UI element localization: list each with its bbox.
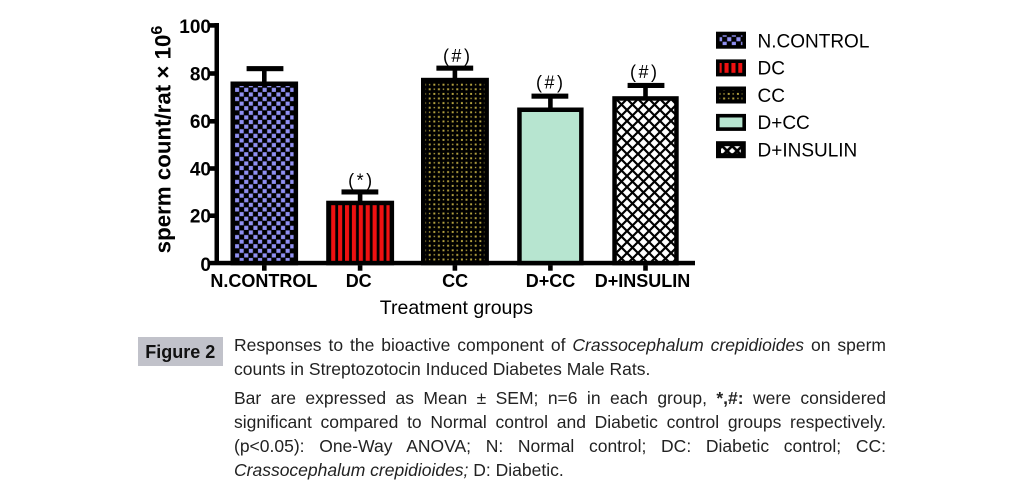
svg-text:40: 40 bbox=[190, 159, 211, 180]
svg-text:CC: CC bbox=[758, 86, 785, 107]
svg-text:DC: DC bbox=[346, 271, 372, 291]
svg-text:N.CONTROL: N.CONTROL bbox=[210, 271, 317, 291]
svg-text:80: 80 bbox=[190, 64, 211, 85]
svg-text:D+CC: D+CC bbox=[526, 271, 576, 291]
svg-text:DC: DC bbox=[758, 59, 785, 80]
svg-text:(#): (#) bbox=[443, 46, 473, 66]
svg-text:N.CONTROL: N.CONTROL bbox=[758, 32, 870, 53]
svg-text:D+INSULIN: D+INSULIN bbox=[595, 271, 691, 291]
svg-text:CC: CC bbox=[442, 271, 468, 291]
svg-text:sperm count/rat × 106: sperm count/rat × 106 bbox=[149, 26, 176, 254]
svg-text:D+CC: D+CC bbox=[758, 113, 810, 134]
svg-text:60: 60 bbox=[190, 112, 211, 133]
svg-text:(#): (#) bbox=[630, 62, 660, 82]
svg-text:100: 100 bbox=[179, 17, 211, 38]
svg-text:Treatment groups: Treatment groups bbox=[380, 297, 533, 319]
svg-text:0: 0 bbox=[200, 255, 211, 276]
svg-text:(*): (*) bbox=[348, 171, 375, 191]
svg-text:20: 20 bbox=[190, 207, 211, 228]
svg-text:D+INSULIN: D+INSULIN bbox=[758, 140, 858, 161]
svg-text:(#): (#) bbox=[536, 73, 566, 93]
